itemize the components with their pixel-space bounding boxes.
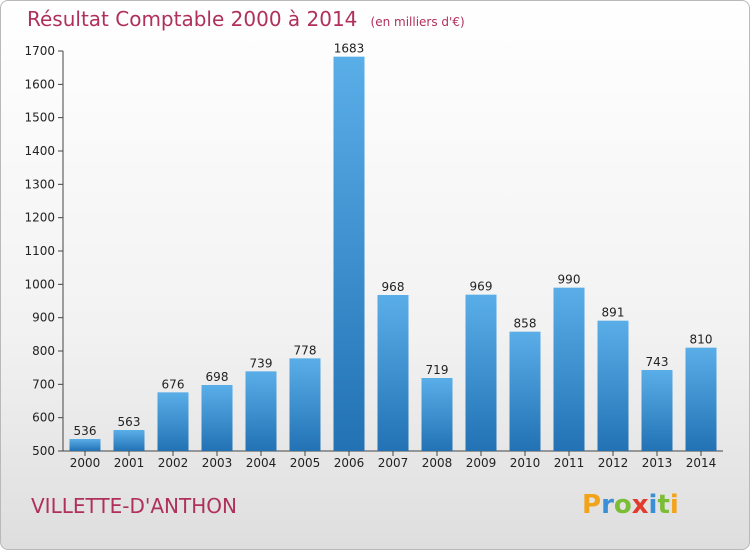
bar (157, 392, 189, 451)
axes: 500 600 700 800 900 1000 1100 1200 1300 1400 1500 1… (24, 44, 723, 458)
data-label: 698 (206, 370, 229, 384)
data-label: 739 (250, 356, 273, 370)
data-label: 858 (514, 317, 537, 331)
bar (333, 56, 365, 452)
y-tick-label: 1100 (24, 244, 55, 258)
x-tick-label: 2013 (642, 456, 673, 470)
logo-letter: P (582, 490, 602, 520)
logo-letter: o (613, 490, 632, 520)
bar (377, 295, 409, 451)
data-label: 563 (118, 415, 141, 429)
data-label: 719 (426, 363, 449, 377)
y-tick-label: 1300 (24, 177, 55, 191)
bar (597, 320, 629, 451)
labels: 2000 536 2001 563 2002 676 2003 698 2004 739 2005 7… (70, 42, 717, 470)
data-label: 969 (470, 280, 493, 294)
y-tick-label: 1700 (24, 44, 55, 58)
x-tick-label: 2010 (510, 456, 541, 470)
data-label: 990 (558, 273, 581, 287)
data-label: 743 (646, 355, 669, 369)
x-tick-label: 2014 (686, 456, 717, 470)
logo-letter: i (669, 490, 679, 520)
data-label: 968 (382, 280, 405, 294)
y-tick-label: 1400 (24, 144, 55, 158)
x-tick-label: 2003 (202, 456, 233, 470)
bar (641, 370, 673, 451)
y-tick-label: 1600 (24, 77, 55, 91)
y-tick-label: 900 (32, 311, 55, 325)
x-tick-label: 2000 (70, 456, 101, 470)
data-label: 810 (690, 333, 713, 347)
proxiti-logo[interactable]: Proxiti (582, 490, 679, 520)
bar (289, 358, 321, 451)
bar (69, 439, 101, 451)
y-tick-label: 1200 (24, 211, 55, 225)
chart-title: Résultat Comptable 2000 à 2014 (27, 7, 358, 31)
bar (201, 385, 233, 451)
commune-name: VILLETTE-D'ANTHON (31, 494, 237, 518)
data-label: 778 (294, 343, 317, 357)
data-label: 536 (74, 424, 97, 438)
y-tick-label: 500 (32, 444, 55, 458)
x-tick-label: 2007 (378, 456, 409, 470)
x-tick-label: 2005 (290, 456, 321, 470)
bar (509, 331, 541, 451)
y-tick-label: 1000 (24, 277, 55, 291)
x-tick-label: 2006 (334, 456, 365, 470)
bar (685, 347, 717, 451)
x-tick-label: 2004 (246, 456, 277, 470)
x-tick-label: 2011 (554, 456, 585, 470)
y-tick-label: 700 (32, 377, 55, 391)
x-tick-label: 2009 (466, 456, 497, 470)
bar (465, 294, 497, 451)
chart-subtitle: (en milliers d'€) (370, 15, 465, 29)
bars (69, 56, 717, 452)
x-tick-label: 2001 (114, 456, 145, 470)
bar (113, 430, 145, 451)
data-label: 891 (602, 306, 625, 320)
x-tick-label: 2002 (158, 456, 189, 470)
y-tick-label: 600 (32, 411, 55, 425)
logo-letter: i (648, 490, 658, 520)
x-tick-label: 2012 (598, 456, 629, 470)
bar (245, 371, 277, 451)
logo-letter: x (631, 490, 649, 520)
data-label: 676 (162, 377, 185, 391)
bar (421, 378, 453, 451)
bar (553, 287, 585, 451)
logo-letter: t (657, 490, 670, 520)
x-tick-label: 2008 (422, 456, 453, 470)
title-row: Résultat Comptable 2000 à 2014 (en milli… (27, 7, 465, 31)
y-tick-label: 1500 (24, 111, 55, 125)
data-label: 1683 (334, 42, 365, 56)
y-tick-label: 800 (32, 344, 55, 358)
logo-letter: r (601, 490, 614, 520)
